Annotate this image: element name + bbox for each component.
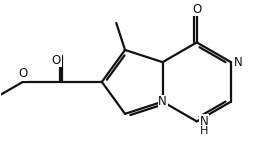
Text: N: N bbox=[200, 115, 208, 128]
Text: O: O bbox=[52, 54, 61, 67]
Text: O: O bbox=[192, 3, 201, 16]
Text: O: O bbox=[18, 67, 28, 81]
Text: N: N bbox=[234, 56, 242, 69]
Text: N: N bbox=[158, 95, 167, 108]
Text: H: H bbox=[200, 126, 208, 136]
